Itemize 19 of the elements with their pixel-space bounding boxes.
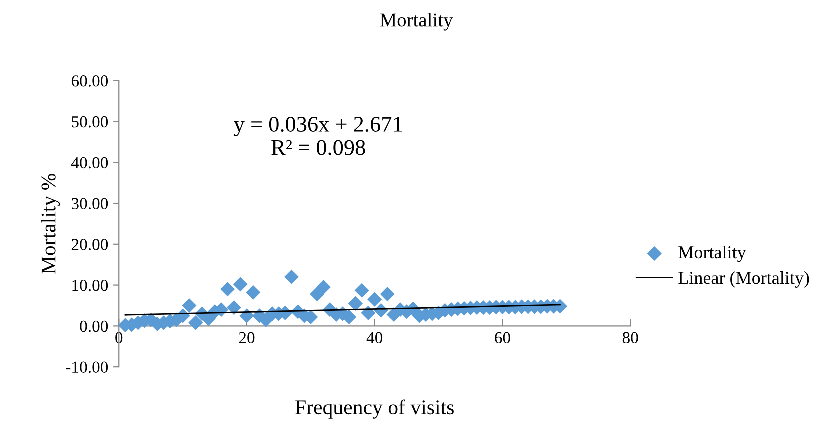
annotation: y = 0.036x + 2.671 R² = 0.098: [234, 116, 402, 156]
legend-label: Linear (Mortality): [678, 272, 810, 288]
y-tick-label: 50.00: [72, 116, 108, 128]
x-tick-label: 40: [366, 332, 383, 344]
y-tick-label: 30.00: [72, 198, 108, 210]
y-tick-label: 60.00: [72, 76, 108, 87]
y-tick-label: -10.00: [66, 362, 108, 374]
chart-title: Mortality: [380, 13, 454, 31]
x-tick-label: 80: [622, 332, 638, 344]
x-tick-label: 0: [116, 332, 123, 344]
y-tick-label: 20.00: [72, 239, 108, 250]
x-axis-title: Frequency of visits: [296, 400, 454, 419]
y-tick-label: 40.00: [72, 157, 108, 169]
y-axis-title: Mortality %: [41, 174, 60, 274]
x-tick-label: 20: [239, 332, 255, 344]
y-tick-label: 10.00: [72, 280, 108, 292]
legend-label: Mortality: [678, 246, 746, 262]
x-tick-label: 60: [495, 332, 510, 344]
y-tick-label: 0.00: [80, 320, 108, 332]
